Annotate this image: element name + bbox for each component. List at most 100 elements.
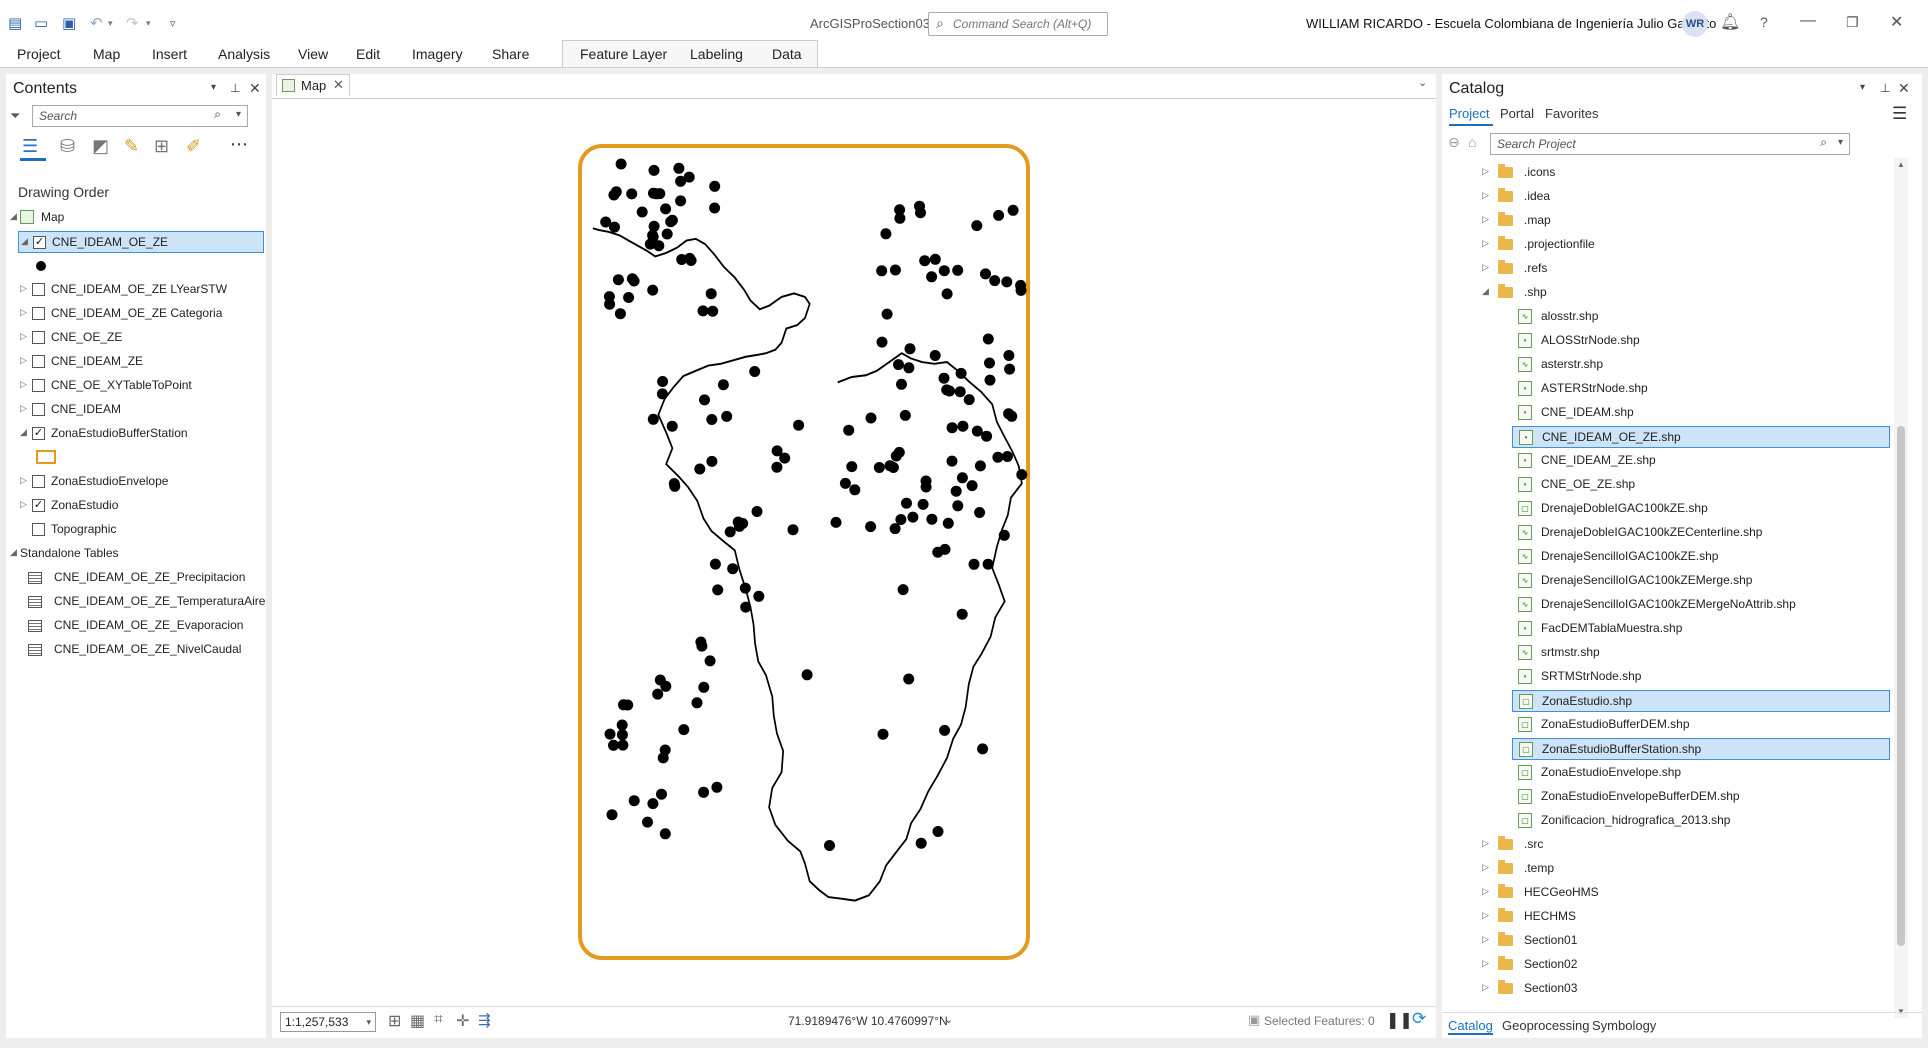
tab-data[interactable]: Data	[772, 46, 802, 62]
expand-icon[interactable]: ▷	[1482, 910, 1489, 920]
layer-visibility-checkbox[interactable]	[32, 355, 45, 368]
layer-item[interactable]: ▷ CNE_IDEAM_OE_ZE Categoria	[6, 303, 266, 325]
contents-search-input[interactable]: Search ⌕ ▾	[32, 105, 248, 127]
catalog-item[interactable]: ∿ DrenajeSencilloIGAC100kZEMergeNoAttrib.…	[1442, 594, 1892, 616]
expand-icon[interactable]: ▷	[20, 283, 27, 293]
catalog-item[interactable]: ▷ .map	[1442, 210, 1892, 232]
scroll-up-icon[interactable]: ▲	[1897, 160, 1905, 169]
layer-visibility-checkbox[interactable]	[32, 307, 45, 320]
expand-icon[interactable]: ▷	[20, 331, 27, 341]
catalog-item[interactable]: • CNE_OE_ZE.shp	[1442, 474, 1892, 496]
pin-icon[interactable]: ⊥	[230, 81, 241, 95]
catalog-item[interactable]: ∿ DrenajeSencilloIGAC100kZE.shp	[1442, 546, 1892, 568]
catalog-item[interactable]: ▷ .icons	[1442, 162, 1892, 184]
layer-visibility-checkbox[interactable]: ✓	[33, 236, 46, 249]
catalog-tab-project[interactable]: Project	[1449, 106, 1490, 121]
standalone-tables-node[interactable]: ◢ Standalone Tables	[6, 543, 266, 565]
expand-icon[interactable]: ▷	[20, 403, 27, 413]
expand-icon[interactable]: ▷	[1482, 262, 1489, 272]
layer-item[interactable]: ▷ CNE_IDEAM	[6, 399, 266, 421]
pause-drawing-icon[interactable]: ❚❚	[1386, 1012, 1413, 1029]
catalog-tab-portal[interactable]: Portal	[1500, 106, 1534, 121]
customize-toolbar-icon[interactable]: ▿	[170, 18, 176, 30]
expand-icon[interactable]: ▷	[20, 499, 27, 509]
expand-icon[interactable]: ▷	[1482, 166, 1489, 176]
list-by-drawing-order-icon[interactable]: ☰	[22, 136, 39, 156]
catalog-item[interactable]: • ASTERStrNode.shp	[1442, 378, 1892, 400]
expand-icon[interactable]: ▷	[1482, 190, 1489, 200]
redo-icon[interactable]: ↷	[126, 15, 139, 32]
expand-icon[interactable]: ▷	[1482, 214, 1489, 224]
undo-icon[interactable]: ↶	[90, 15, 103, 32]
catalog-item[interactable]: ▢ Zonificacion_hidrografica_2013.shp	[1442, 810, 1892, 832]
expand-icon[interactable]: ▷	[20, 475, 27, 485]
expand-icon[interactable]: ▷	[20, 307, 27, 317]
chevron-down-icon[interactable]: ▾	[1837, 137, 1843, 148]
catalog-item[interactable]: ▷ HECGeoHMS	[1442, 882, 1892, 904]
layer-item[interactable]: ▷ CNE_IDEAM_ZE	[6, 351, 266, 373]
close-pane-icon[interactable]: ✕	[1898, 80, 1910, 96]
layer-item[interactable]: ▷ CNE_OE_ZE	[6, 327, 266, 349]
layer-item[interactable]: Topographic	[6, 519, 266, 541]
catalog-item[interactable]: ▢ ZonaEstudioBufferDEM.shp	[1442, 714, 1892, 736]
layer-visibility-checkbox[interactable]	[32, 379, 45, 392]
refresh-icon[interactable]: ⟳	[1412, 1009, 1427, 1028]
notifications-bell-icon[interactable]: 🔔︎	[1720, 14, 1741, 31]
table-icon[interactable]: ▦	[410, 1013, 426, 1030]
tab-project[interactable]: Project	[17, 46, 61, 62]
expand-icon[interactable]: ◢	[1482, 286, 1489, 296]
expand-icon[interactable]: ▷	[1482, 838, 1489, 848]
collapse-icon[interactable]: ◢	[10, 211, 17, 221]
list-by-snapping-icon[interactable]: ⊞	[154, 136, 170, 156]
table-item[interactable]: CNE_IDEAM_OE_ZE_Precipitacion	[6, 567, 266, 589]
expand-icon[interactable]: ◢	[21, 236, 28, 246]
catalog-item[interactable]: • CNE_IDEAM_OE_ZE.shp	[1512, 426, 1890, 448]
catalog-item[interactable]: ▷ .temp	[1442, 858, 1892, 880]
tab-map[interactable]: Map	[93, 46, 121, 62]
catalog-item[interactable]: ▢ ZonaEstudioBufferStation.shp	[1512, 738, 1890, 760]
expand-icon[interactable]: ▷	[20, 379, 27, 389]
close-tab-icon[interactable]: ✕	[333, 77, 344, 92]
scroll-down-icon[interactable]: ▼	[1897, 1007, 1905, 1016]
layer-visibility-checkbox[interactable]	[32, 283, 45, 296]
navigation-icon[interactable]: ⇶	[478, 1012, 491, 1029]
catalog-item[interactable]: ▢ ZonaEstudioEnvelope.shp	[1442, 762, 1892, 784]
filter-icon[interactable]: ⏷	[10, 108, 21, 123]
catalog-item[interactable]: ▷ .src	[1442, 834, 1892, 856]
layer-item[interactable]: ◢ ✓ ZonaEstudioBufferStation	[6, 423, 266, 445]
new-project-icon[interactable]: ▤	[8, 15, 23, 32]
catalog-item[interactable]: ∿ srtmstr.shp	[1442, 642, 1892, 664]
tab-share[interactable]: Share	[492, 46, 530, 62]
command-search-input[interactable]: ⌕ Command Search (Alt+Q)	[928, 12, 1108, 36]
back-icon[interactable]: ⊖	[1448, 134, 1460, 150]
catalog-item[interactable]: ▷ Section02	[1442, 954, 1892, 976]
close-window-icon[interactable]: ✕	[1890, 14, 1904, 31]
scrollbar-thumb[interactable]	[1897, 426, 1905, 946]
catalog-item[interactable]: • ALOSStrNode.shp	[1442, 330, 1892, 352]
catalog-item[interactable]: ∿ alosstr.shp	[1442, 306, 1892, 328]
catalog-scrollbar[interactable]: ▲ ▼	[1894, 158, 1908, 1018]
more-options-icon[interactable]: ⋯	[230, 134, 248, 154]
table-item[interactable]: CNE_IDEAM_OE_ZE_NivelCaudal	[6, 639, 266, 661]
catalog-item[interactable]: • FacDEMTablaMuestra.shp	[1442, 618, 1892, 640]
layer-item[interactable]: ◢ ✓ CNE_IDEAM_OE_ZE	[18, 231, 264, 253]
layer-visibility-checkbox[interactable]: ✓	[32, 499, 45, 512]
catalog-item[interactable]: ∿ DrenajeSencilloIGAC100kZEMerge.shp	[1442, 570, 1892, 592]
collapse-icon[interactable]: ◢	[10, 547, 17, 557]
crosshair-icon[interactable]: ✛	[456, 1013, 470, 1030]
tab-imagery[interactable]: Imagery	[412, 46, 463, 62]
catalog-item[interactable]: ▷ .refs	[1442, 258, 1892, 280]
layer-item[interactable]: ▷ ✓ ZonaEstudio	[6, 495, 266, 517]
layer-item[interactable]: ▷ ZonaEstudioEnvelope	[6, 471, 266, 493]
catalog-item[interactable]: ▷ Section03	[1442, 978, 1892, 1000]
minimize-icon[interactable]: —	[1800, 12, 1816, 29]
map-node[interactable]: ◢ Map	[6, 207, 266, 229]
chevron-down-icon[interactable]: ▾	[235, 109, 241, 120]
chevron-down-icon[interactable]: ⌄	[1418, 77, 1428, 89]
bottom-tab-geoprocessing[interactable]: Geoprocessing	[1502, 1018, 1590, 1033]
help-button[interactable]: ?	[1760, 14, 1768, 30]
catalog-item[interactable]: ▢ ZonaEstudioEnvelopeBufferDEM.shp	[1442, 786, 1892, 808]
layer-visibility-checkbox[interactable]	[32, 523, 45, 536]
pane-options-icon[interactable]: ▾	[1860, 82, 1866, 93]
list-by-source-icon[interactable]: ⛁	[60, 136, 76, 156]
